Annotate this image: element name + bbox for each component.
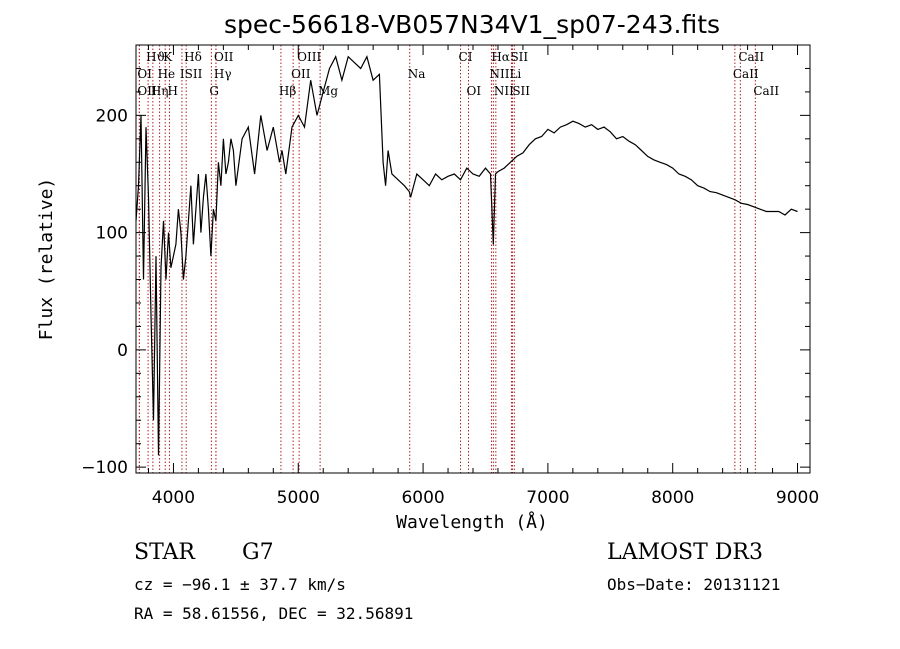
spectral-line-label: NII [489, 67, 509, 81]
x-axis-label: Wavelength (Å) [396, 511, 548, 533]
chart-title: spec-56618-VB057N34V1_sp07-243.fits [224, 10, 720, 39]
spectral-line-label: G [209, 84, 219, 98]
spectral-line-label: SII [510, 50, 528, 64]
spectral-line-label: CI [459, 50, 473, 64]
y-tick-label: 100 [96, 224, 128, 244]
coordinates-info: RA = 58.61556, DEC = 32.56891 [134, 604, 413, 623]
spectral-line-label: Li [509, 67, 521, 81]
spectral-line-label: NII [494, 84, 514, 98]
y-axis-ticks: −100 0 100 200 [81, 67, 810, 478]
spectral-line-label: OII [137, 84, 157, 98]
spectral-line-label: OIII [297, 50, 321, 64]
spectral-line-label: SII [512, 84, 530, 98]
spectral-line-label: CaII [733, 67, 759, 81]
y-tick-label: 0 [117, 341, 128, 361]
spectral-line-label: H [167, 84, 177, 98]
spectral-line-label: OI [467, 84, 482, 98]
x-tick-label: 4000 [152, 488, 195, 508]
spectral-line-label: Na [408, 67, 426, 81]
x-tick-label: 9000 [776, 488, 819, 508]
x-axis-ticks: 4000 5000 6000 7000 8000 9000 [147, 45, 819, 508]
spectral-line-label: CaII [753, 84, 779, 98]
y-tick-label: 200 [96, 106, 128, 126]
spectral-line-label: Hα [491, 50, 510, 64]
spectral-line-label: He [158, 67, 176, 81]
x-tick-label: 7000 [526, 488, 569, 508]
y-axis-label: Flux (relative) [36, 178, 57, 341]
spectral-line-label: Hϑ [146, 50, 165, 64]
object-class: STAR [134, 540, 196, 565]
spectral-line-label: OI [137, 67, 152, 81]
spectral-line-label: OII [214, 50, 234, 64]
spectral-line-label: OII [291, 67, 311, 81]
spectral-line-label: Hβ [279, 84, 296, 98]
x-tick-label: 6000 [401, 488, 444, 508]
redshift-info: cz = −96.1 ± 37.7 km/s [134, 575, 346, 594]
survey-name: LAMOST DR3 [607, 540, 763, 565]
spectral-line-label: Hγ [214, 67, 232, 81]
spectral-line-markers [138, 45, 756, 473]
spectral-line-label: Mg [318, 84, 338, 98]
x-tick-label: 8000 [651, 488, 694, 508]
x-tick-label: 5000 [277, 488, 320, 508]
object-subclass: G7 [242, 540, 274, 565]
plot-frame [135, 44, 811, 474]
spectral-line-label: ISII [180, 67, 203, 81]
spectral-line-label: K [163, 50, 173, 64]
spectral-line-label: CaII [738, 50, 764, 64]
flux-series-line [135, 55, 798, 456]
spectral-line-label: Hη [151, 84, 169, 98]
y-tick-label: −100 [81, 458, 128, 478]
observation-date: Obs−Date: 20131121 [607, 575, 780, 594]
spectral-line-label: Hδ [184, 50, 202, 64]
